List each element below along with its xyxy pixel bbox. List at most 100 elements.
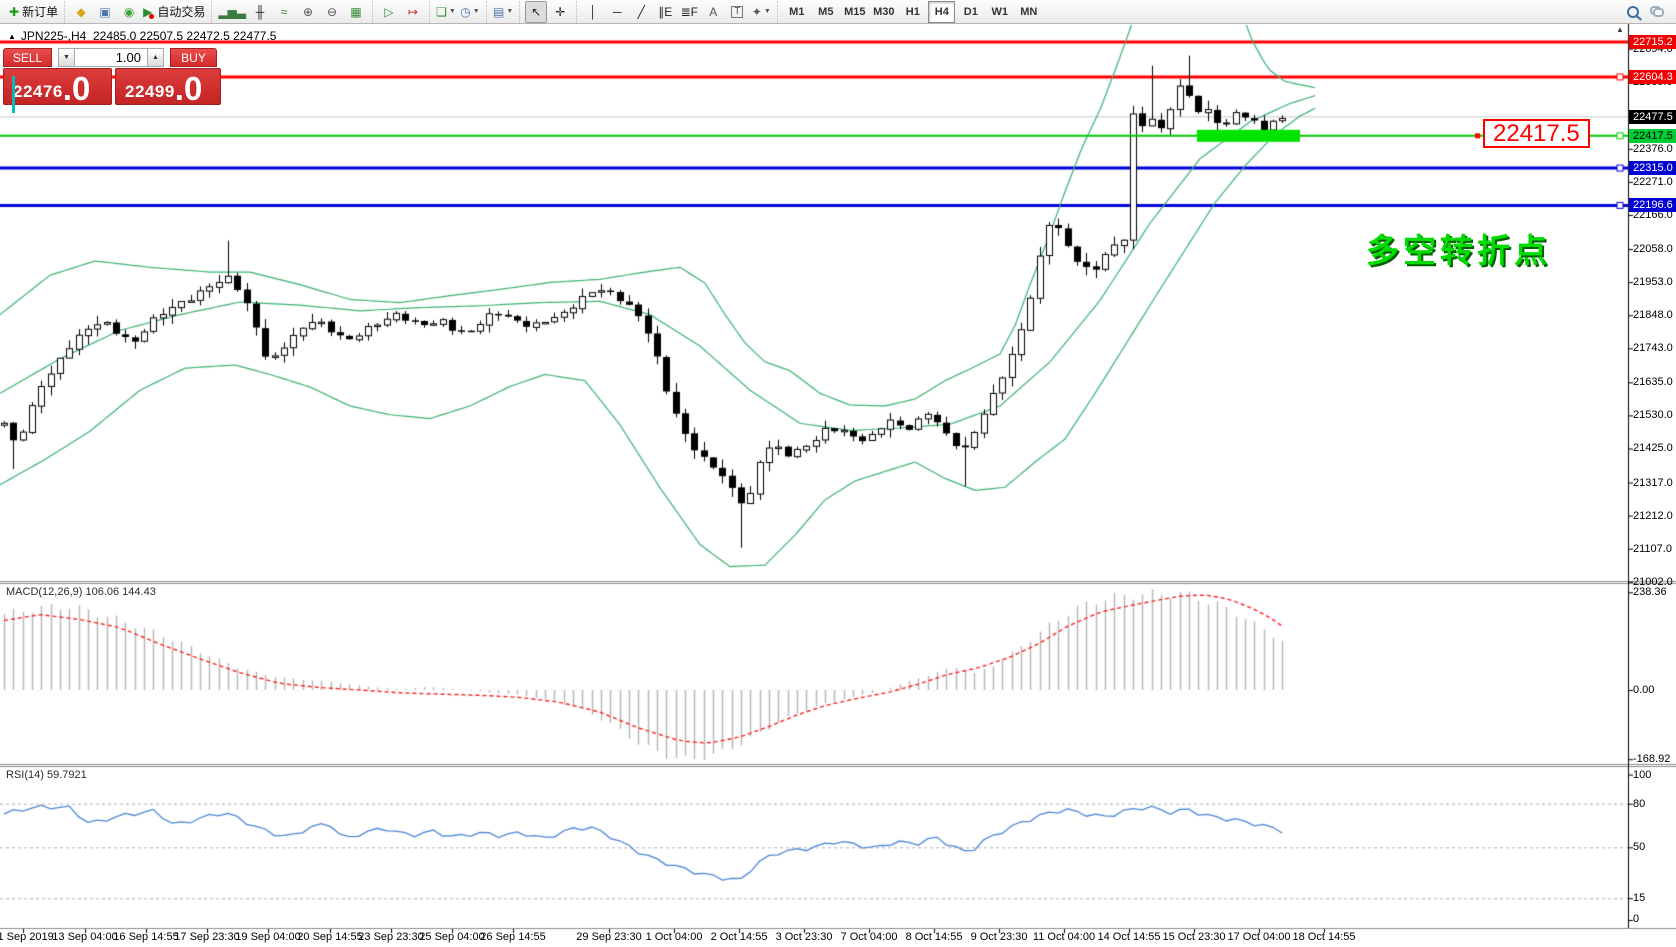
zoom-out-button[interactable]: ⊖ bbox=[326, 4, 338, 19]
price-axis-tick: 22058.0 bbox=[1633, 243, 1673, 256]
price-axis-tick: 22376.0 bbox=[1633, 142, 1673, 155]
main-toolbar: ✚ 新订单 ◆ ▣ ◉ ▶ 自动交易 ▂▅▃ ╫ ≈ ⊕ ⊖ ▦ ▷ ↦ ❏ ▼ ◷ ▼ ▤ ▼ ↖ ✛ │ ─ ╱ ∥E ≣F A T ✦… bbox=[0, 0, 1676, 24]
horizontal-line-button[interactable]: ─ bbox=[613, 4, 622, 19]
price-badge: 22715.2 bbox=[1629, 35, 1676, 49]
price-axis-tick: 21317.0 bbox=[1633, 476, 1673, 489]
date-axis-label: 1 Oct 04:00 bbox=[645, 931, 703, 943]
new-chart-button[interactable]: ❏ ▼ bbox=[436, 4, 456, 19]
date-axis-label: 7 Oct 04:00 bbox=[840, 931, 898, 943]
zoom-in-button[interactable]: ⊕ bbox=[302, 4, 314, 19]
text-label-button[interactable]: T bbox=[726, 1, 748, 23]
price-badge: 22417.5 bbox=[1629, 128, 1676, 143]
indicators-button[interactable]: ▤ ▼ bbox=[493, 4, 514, 19]
price-badge: 22196.6 bbox=[1629, 198, 1676, 213]
timeframe-m15-button[interactable]: M15 bbox=[844, 5, 866, 18]
date-axis-label: 23 Sep 23:30 bbox=[358, 931, 424, 943]
timeframe-d1-button[interactable]: D1 bbox=[963, 5, 978, 18]
price-axis-tick: 22271.0 bbox=[1633, 175, 1673, 188]
date-axis-label: 11 Sep 2019 bbox=[0, 931, 54, 943]
price-axis-tick: 21848.0 bbox=[1633, 309, 1673, 322]
text-button[interactable]: A bbox=[709, 4, 718, 19]
timeframe-m30-button[interactable]: M30 bbox=[873, 5, 895, 18]
timeframe-m1-button[interactable]: M1 bbox=[789, 5, 805, 18]
rsi-indicator-label: RSI(14) 59.7921 bbox=[6, 769, 87, 781]
line-chart-button[interactable]: ≈ bbox=[280, 4, 288, 19]
date-axis-label: 17 Sep 23:30 bbox=[174, 931, 240, 943]
date-axis-label: 2 Oct 14:55 bbox=[710, 931, 768, 943]
price-axis-tick: 21212.0 bbox=[1633, 509, 1673, 522]
buy-price-pip: .0 bbox=[174, 69, 203, 107]
vertical-line-button[interactable]: │ bbox=[589, 4, 598, 19]
price-axis-tick: 21107.0 bbox=[1633, 542, 1672, 555]
tile-windows-button[interactable]: ▦ bbox=[350, 4, 362, 19]
price-badge: 22604.3 bbox=[1629, 69, 1676, 84]
cyan-marker-line bbox=[12, 76, 15, 113]
bar-chart-button[interactable]: ▂▅▃ bbox=[218, 4, 247, 19]
chart-annotation-text[interactable]: 多空转折点 bbox=[1366, 232, 1551, 269]
price-level-label-object[interactable]: 22417.5 bbox=[1483, 119, 1590, 148]
profiles-button[interactable]: ◷ ▼ bbox=[460, 4, 480, 19]
price-badge: 22315.0 bbox=[1629, 161, 1676, 176]
date-axis-label: 17 Oct 04:00 bbox=[1227, 931, 1291, 943]
buy-price-box[interactable]: 22499 .0 bbox=[115, 68, 221, 105]
rsi-axis-tick: 15 bbox=[1633, 892, 1646, 905]
cursor-button[interactable]: ↖ bbox=[525, 0, 548, 23]
market-watch-button[interactable]: ◆ bbox=[76, 4, 86, 19]
timeframe-h4-button[interactable]: H4 bbox=[928, 0, 956, 23]
price-axis-tick: 21425.0 bbox=[1633, 442, 1673, 455]
chart-shift-button[interactable]: ↦ bbox=[407, 4, 419, 19]
auto-trading-button[interactable]: ▶ 自动交易 bbox=[143, 4, 206, 19]
fibonacci-button[interactable]: ≣F bbox=[680, 4, 698, 19]
macd-values: 106.06 144.43 bbox=[85, 586, 156, 598]
arrows-button[interactable]: ✦ ▼ bbox=[751, 4, 771, 19]
date-axis-label: 20 Sep 14:55 bbox=[297, 931, 363, 943]
rsi-axis-tick: 80 bbox=[1633, 797, 1646, 810]
date-axis-label: 19 Sep 04:00 bbox=[235, 931, 301, 943]
candlestick-chart-button[interactable]: ╫ bbox=[255, 4, 265, 19]
rsi-axis-tick: 50 bbox=[1633, 841, 1646, 854]
chat-icon bbox=[1650, 6, 1664, 17]
price-badge: 22477.5 bbox=[1629, 109, 1676, 124]
chat-button[interactable] bbox=[1646, 1, 1668, 23]
date-axis-label: 18 Oct 14:55 bbox=[1292, 931, 1356, 943]
buy-button[interactable]: BUY bbox=[170, 48, 217, 67]
timeframe-m5-button[interactable]: M5 bbox=[818, 5, 834, 18]
macd-axis-tick: 0.00 bbox=[1633, 684, 1655, 696]
equidistant-channel-button[interactable]: ∥E bbox=[658, 4, 673, 19]
search-button[interactable] bbox=[1622, 1, 1644, 23]
date-axis-label: 11 Oct 04:00 bbox=[1032, 931, 1096, 943]
sell-button[interactable]: SELL bbox=[3, 48, 52, 67]
broadcast-button[interactable]: ◉ bbox=[123, 4, 135, 19]
trendline-button[interactable]: ╱ bbox=[637, 4, 645, 19]
symbol-timeframe-label: JPN225-,H4 bbox=[20, 29, 87, 43]
macd-axis-tick: 238.36 bbox=[1633, 586, 1667, 599]
data-window-button[interactable]: ▣ bbox=[99, 4, 111, 19]
date-axis-label: 14 Oct 14:55 bbox=[1097, 931, 1161, 943]
chart-title: ▲ JPN225-,H4 22485.0 22507.5 22472.5 2247… bbox=[8, 29, 276, 43]
volume-input[interactable]: 1.00 bbox=[75, 48, 147, 67]
date-axis-label: 3 Oct 23:30 bbox=[775, 931, 833, 943]
timeframe-mn-button[interactable]: MN bbox=[1020, 5, 1038, 18]
price-axis-tick: 21953.0 bbox=[1633, 276, 1673, 289]
timeframe-w1-button[interactable]: W1 bbox=[991, 5, 1009, 18]
crosshair-button[interactable]: ✛ bbox=[555, 4, 566, 19]
auto-scroll-button[interactable]: ▷ bbox=[384, 4, 394, 19]
sell-price-pip: .0 bbox=[62, 69, 91, 107]
price-axis-tick: 21530.0 bbox=[1633, 409, 1673, 422]
collapse-icon[interactable]: ▲ bbox=[8, 32, 16, 41]
date-axis-label: 13 Sep 04:00 bbox=[52, 931, 118, 943]
new-order-button[interactable]: ✚ 新订单 bbox=[9, 4, 59, 19]
price-axis-tick: 21635.0 bbox=[1633, 376, 1673, 389]
macd-axis-tick: -168.92 bbox=[1633, 753, 1671, 766]
timeframe-h1-button[interactable]: H1 bbox=[905, 5, 920, 18]
date-axis-label: 8 Oct 14:55 bbox=[905, 931, 963, 943]
rsi-value: 59.7921 bbox=[46, 769, 87, 781]
sell-price: 22476 bbox=[13, 82, 63, 101]
price-axis-tick: 21743.0 bbox=[1633, 342, 1673, 355]
volume-step-down[interactable]: ▼ bbox=[58, 48, 75, 67]
volume-step-up[interactable]: ▲ bbox=[147, 48, 164, 67]
date-axis-label: 16 Sep 14:55 bbox=[113, 931, 179, 943]
price-axis-tick: 21002.0 bbox=[1633, 575, 1673, 588]
sell-price-box[interactable]: 22476 .0 bbox=[3, 68, 112, 105]
